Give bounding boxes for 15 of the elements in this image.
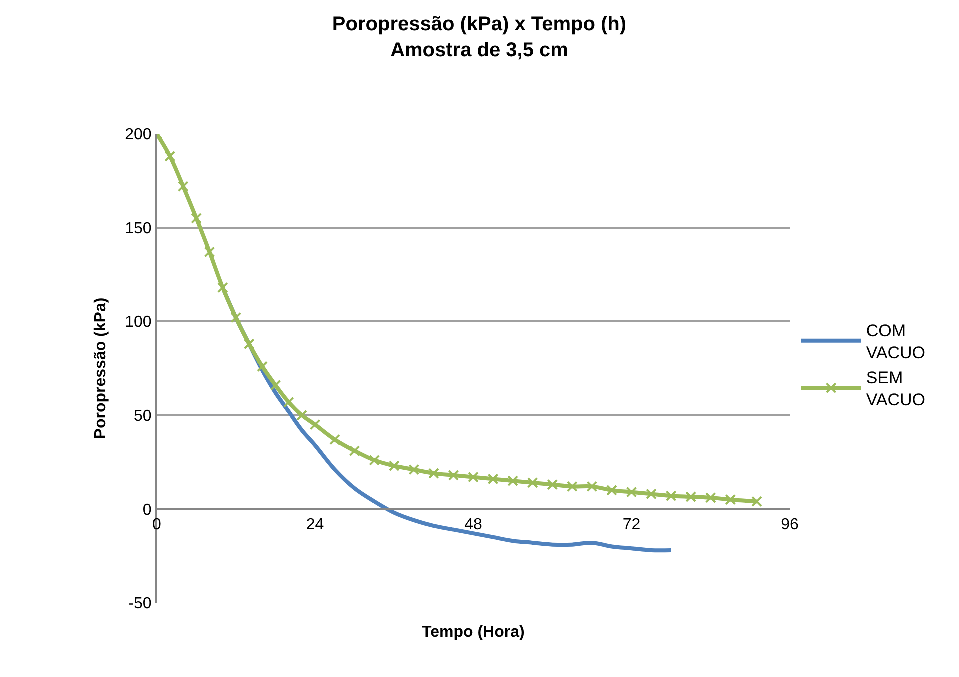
x-tick-label: 96 bbox=[781, 516, 799, 534]
y-tick-label: 50 bbox=[134, 408, 152, 425]
y-tick-label: 150 bbox=[125, 220, 152, 238]
x-tick-label: 24 bbox=[306, 516, 324, 534]
x-tick-label: 48 bbox=[464, 516, 482, 534]
y-tick-label: 200 bbox=[125, 126, 152, 144]
chart-title: Poropressão (kPa) x Tempo (h) Amostra de 3,5 cm bbox=[332, 13, 627, 62]
x-axis-title: Tempo (Hora) bbox=[422, 624, 525, 641]
y-tick-label: 0 bbox=[142, 502, 152, 519]
legend-label: COM VACUO bbox=[866, 321, 926, 362]
y-tick-label: -50 bbox=[128, 596, 152, 613]
y-tick-label: 100 bbox=[125, 314, 152, 332]
legend-label: SEM VACUO bbox=[866, 368, 926, 410]
x-tick-label: 72 bbox=[622, 516, 641, 534]
y-axis-title: Poropressão (kPa) bbox=[92, 298, 110, 440]
